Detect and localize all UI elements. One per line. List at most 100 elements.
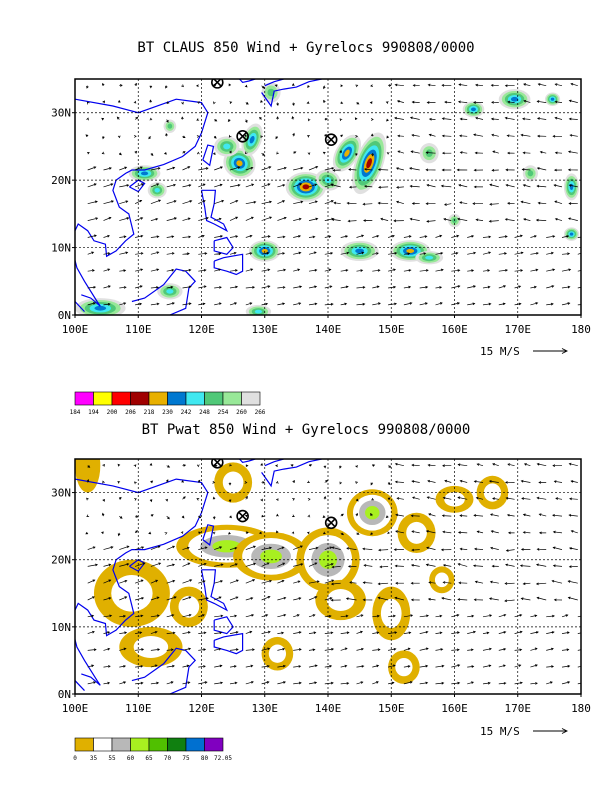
colorbar-label: 0 bbox=[73, 755, 77, 762]
wind-vector bbox=[102, 463, 105, 467]
wind-vector bbox=[403, 269, 412, 272]
wind-vector bbox=[488, 597, 499, 601]
wind-vector bbox=[331, 218, 341, 221]
colorbar-label: 266 bbox=[255, 409, 266, 416]
wind-vector bbox=[166, 268, 175, 272]
wind-vector bbox=[261, 216, 273, 221]
wind-vector bbox=[102, 136, 105, 140]
wind-vector bbox=[504, 116, 515, 120]
wind-vector bbox=[166, 252, 175, 255]
wind-vector bbox=[308, 217, 319, 221]
wind-vector bbox=[410, 514, 420, 518]
wind-vector bbox=[570, 530, 578, 534]
wind-vector bbox=[261, 614, 269, 618]
wind-vector bbox=[561, 302, 571, 306]
wind-vector bbox=[435, 234, 443, 238]
wind-vector bbox=[214, 268, 222, 272]
shade-contour bbox=[366, 158, 372, 169]
wind-vector bbox=[419, 647, 429, 651]
lon-label: 140E bbox=[315, 323, 342, 336]
colorbar-label: 35 bbox=[90, 755, 98, 762]
wind-vector bbox=[117, 532, 121, 537]
lat-label: 10N bbox=[51, 242, 71, 255]
lon-label: 120E bbox=[188, 323, 215, 336]
wind-vector bbox=[403, 665, 411, 668]
wind-vector bbox=[354, 117, 358, 121]
wind-vector bbox=[498, 235, 508, 238]
wind-vector bbox=[514, 251, 524, 255]
colorbar-label: 260 bbox=[236, 409, 247, 416]
wind-vector bbox=[135, 285, 143, 289]
wind-vector bbox=[119, 269, 127, 272]
wind-vector bbox=[425, 530, 436, 534]
wind-vector bbox=[261, 200, 273, 205]
wind-vector bbox=[442, 563, 452, 567]
wind-vector bbox=[362, 202, 373, 206]
shade-contour bbox=[166, 289, 174, 294]
colorbar-swatch bbox=[204, 737, 224, 752]
wind-vector bbox=[324, 200, 334, 205]
wind-vector bbox=[498, 647, 507, 651]
wind-vector bbox=[476, 530, 484, 534]
wind-vector bbox=[530, 664, 538, 668]
wind-vector bbox=[362, 598, 373, 602]
wind-vector bbox=[385, 101, 389, 104]
wind-vector bbox=[489, 513, 499, 517]
wind-vector bbox=[535, 582, 547, 586]
gyre-marker-2 bbox=[236, 130, 249, 143]
wind-vector bbox=[244, 514, 248, 518]
wind-vector bbox=[472, 202, 484, 206]
wind-vector bbox=[457, 463, 468, 467]
wind-vector bbox=[546, 235, 556, 238]
wind-vector bbox=[388, 681, 395, 685]
wind-vector bbox=[182, 268, 192, 272]
coastline bbox=[200, 189, 229, 233]
wind-vector bbox=[86, 478, 90, 483]
wind-vector bbox=[245, 216, 254, 221]
wind-vector bbox=[87, 166, 97, 171]
wind-vector bbox=[119, 681, 127, 685]
wind-vector bbox=[150, 199, 162, 205]
coastline bbox=[264, 459, 284, 467]
wind-vector bbox=[276, 102, 279, 107]
wind-vector bbox=[410, 581, 420, 585]
wind-vector bbox=[569, 497, 578, 501]
wind-vector bbox=[150, 514, 154, 517]
lat-label: 0N bbox=[58, 688, 71, 701]
wind-vector bbox=[498, 613, 507, 618]
wind-vector bbox=[198, 597, 209, 601]
wind-vector bbox=[394, 596, 404, 601]
wind-vector bbox=[245, 597, 254, 601]
wind-vector bbox=[135, 614, 144, 618]
shade-contour bbox=[178, 595, 200, 618]
wind-vector bbox=[427, 479, 436, 483]
wind-vector bbox=[442, 464, 452, 468]
wind-vector bbox=[520, 133, 531, 137]
wind-vector bbox=[410, 598, 420, 602]
wind-vector bbox=[522, 184, 531, 188]
wind-vector bbox=[425, 168, 436, 172]
wind-vector bbox=[214, 647, 222, 651]
coastline bbox=[202, 144, 215, 167]
wind-vector bbox=[451, 681, 461, 685]
wind-vector bbox=[103, 183, 114, 188]
wind-vector bbox=[150, 562, 162, 567]
lon-label: 170E bbox=[505, 702, 532, 715]
wind-vector bbox=[396, 497, 404, 500]
lon-label: 140E bbox=[315, 702, 342, 715]
wind-vector bbox=[149, 99, 153, 103]
wind-vector bbox=[212, 101, 216, 105]
lon-label: 110E bbox=[125, 702, 152, 715]
wind-vector bbox=[245, 630, 253, 634]
wind-vector bbox=[530, 268, 539, 272]
wind-vector bbox=[425, 202, 436, 206]
wind-vector bbox=[467, 630, 477, 634]
wind-vector bbox=[372, 269, 381, 272]
wind-vector bbox=[520, 548, 531, 551]
wind-vector bbox=[277, 664, 286, 668]
wind-vector bbox=[467, 302, 476, 306]
wind-vector bbox=[323, 465, 327, 469]
wind-vector bbox=[198, 531, 202, 535]
wind-vector bbox=[395, 581, 404, 585]
wind-vector bbox=[308, 268, 318, 272]
